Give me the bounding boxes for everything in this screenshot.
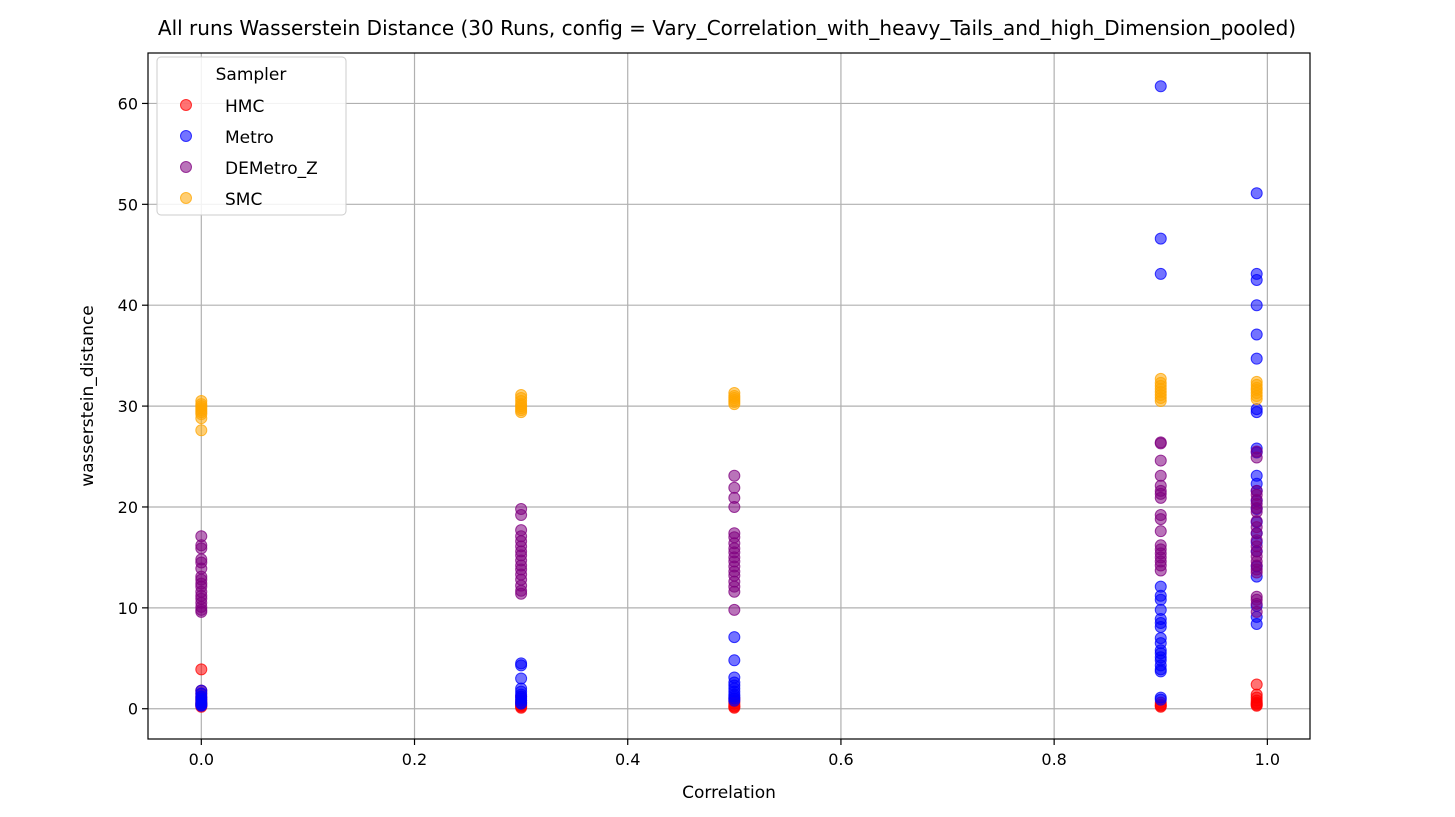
data-point <box>728 694 741 707</box>
data-point <box>1250 187 1263 200</box>
data-point <box>1154 525 1167 538</box>
x-tick-label: 0.0 <box>189 750 214 769</box>
plot-frame <box>147 52 1311 740</box>
legend-label: HMC <box>225 97 264 117</box>
data-point <box>1250 299 1263 312</box>
legend-label: DEMetro_Z <box>225 159 318 179</box>
legend-box <box>156 56 347 216</box>
axis-ticks: 0.0 0.2 0.4 0.6 0.8 1.0 0 10 20 30 40 50 60 <box>118 94 1280 769</box>
series-demetro-z <box>195 436 1263 618</box>
legend-title: Sampler <box>216 65 287 85</box>
data-point <box>728 500 741 513</box>
data-point <box>1250 605 1263 618</box>
legend-marker <box>180 161 192 173</box>
x-tick-label: 0.2 <box>402 750 427 769</box>
y-tick-label: 0 <box>128 700 138 719</box>
data-point <box>1250 406 1263 419</box>
data-point <box>1154 437 1167 450</box>
data-point <box>1154 621 1167 634</box>
y-tick-label: 60 <box>118 94 138 113</box>
legend-label: Metro <box>225 128 274 148</box>
legend-marker <box>180 192 192 204</box>
data-point <box>1154 693 1167 706</box>
data-point <box>1154 564 1167 577</box>
x-tick-label: 1.0 <box>1255 750 1280 769</box>
data-point <box>515 406 528 419</box>
series-smc <box>195 372 1263 437</box>
legend-label: SMC <box>225 190 262 210</box>
data-point <box>515 672 528 685</box>
data-point <box>1154 513 1167 526</box>
data-point <box>515 587 528 600</box>
data-point <box>1154 267 1167 280</box>
y-tick-label: 40 <box>118 296 138 315</box>
y-tick-label: 10 <box>118 599 138 618</box>
data-point <box>195 542 208 555</box>
data-point <box>515 509 528 522</box>
data-point <box>728 654 741 667</box>
data-point <box>1250 678 1263 691</box>
data-point <box>728 631 741 644</box>
data-point <box>1250 617 1263 630</box>
data-point <box>1154 593 1167 606</box>
data-point <box>1250 273 1263 286</box>
data-point <box>195 424 208 437</box>
data-point <box>1250 393 1263 406</box>
data-point <box>515 659 528 672</box>
data-point <box>1154 665 1167 678</box>
x-tick-label: 0.8 <box>1041 750 1066 769</box>
x-tick-label: 0.4 <box>615 750 640 769</box>
data-point <box>195 412 208 425</box>
y-tick-label: 20 <box>118 498 138 517</box>
data-point <box>1250 451 1263 464</box>
data-point <box>1250 699 1263 712</box>
data-point <box>1154 232 1167 245</box>
legend-marker <box>180 130 192 142</box>
chart-title: All runs Wasserstein Distance (30 Runs, … <box>158 16 1296 40</box>
data-point <box>1154 491 1167 504</box>
data-point <box>728 481 741 494</box>
y-tick-label: 50 <box>118 195 138 214</box>
x-tick-label: 0.6 <box>828 750 853 769</box>
data-point <box>1250 328 1263 341</box>
y-tick-label: 30 <box>118 397 138 416</box>
data-point <box>728 585 741 598</box>
data-point <box>728 603 741 616</box>
data-point <box>1154 80 1167 93</box>
data-point <box>1154 469 1167 482</box>
data-point <box>195 699 208 712</box>
data-point <box>1250 352 1263 365</box>
data-point <box>728 469 741 482</box>
data-point <box>728 398 741 411</box>
series-metro <box>195 80 1263 712</box>
legend-entries: HMC Metro DEMetro_Z SMC <box>180 97 318 210</box>
x-axis-label: Correlation <box>682 783 776 803</box>
legend: Sampler HMC Metro DEMetro_Z SMC <box>156 56 347 216</box>
data-point <box>1250 566 1263 579</box>
legend-marker <box>180 99 192 111</box>
data-point <box>1154 395 1167 408</box>
data-point <box>195 663 208 676</box>
data-point <box>195 605 208 618</box>
data-points <box>195 80 1263 714</box>
y-axis-label: wasserstein_distance <box>78 305 98 487</box>
data-point <box>515 697 528 710</box>
data-point <box>1154 454 1167 467</box>
